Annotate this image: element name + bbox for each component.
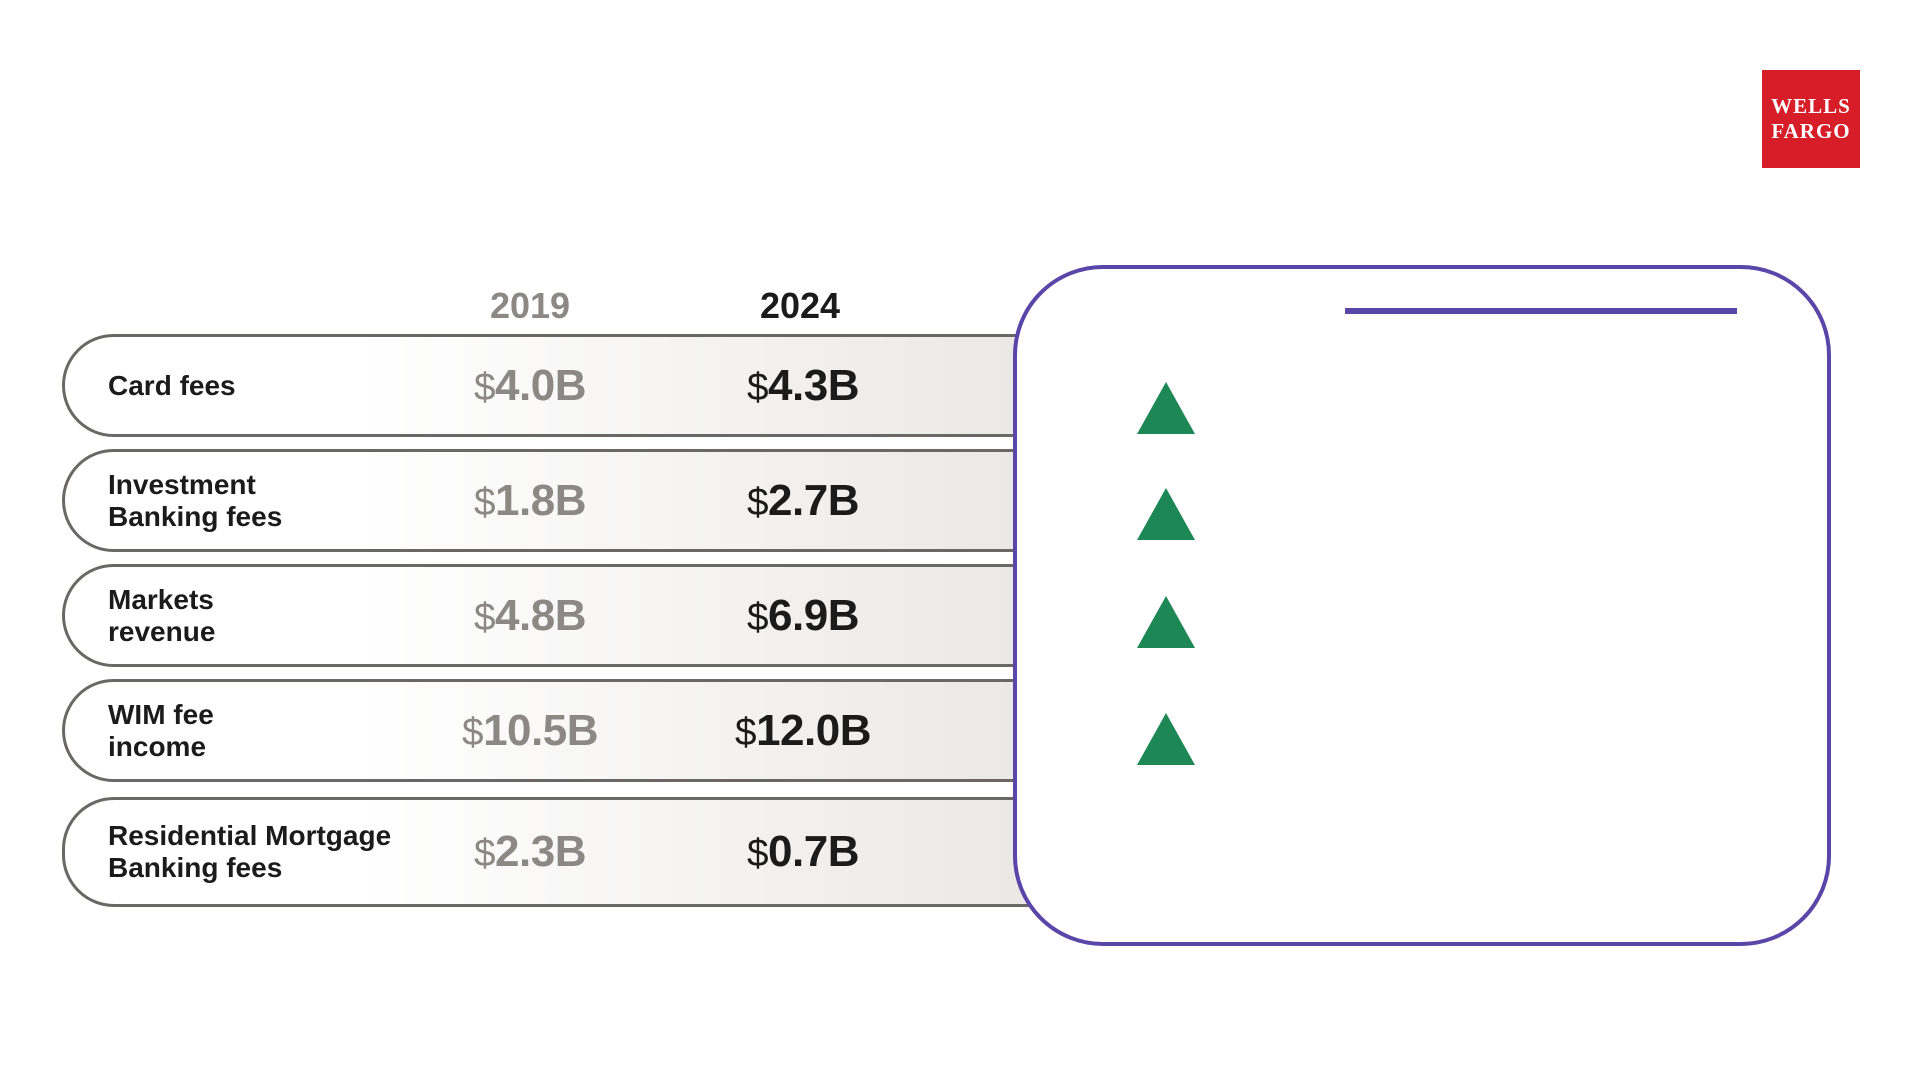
currency-symbol: $ <box>747 832 769 875</box>
currency-symbol: $ <box>735 710 757 754</box>
table-row: Markets revenue $4.8B $6.9B <box>62 564 1108 667</box>
row-label: Residential Mortgage Banking fees <box>108 820 392 883</box>
value-text: 12.0B <box>756 705 871 755</box>
row-label: Markets revenue <box>108 583 216 647</box>
callout-panel <box>1013 265 1831 946</box>
value-text: 2.7B <box>768 475 859 525</box>
row-value-2024: $12.0B <box>653 706 953 756</box>
row-value-2024: $6.9B <box>653 591 953 641</box>
table-row: Residential Mortgage Banking fees $2.3B … <box>62 797 1108 907</box>
value-text: 6.9B <box>768 590 859 640</box>
increase-triangle-icon <box>1137 713 1195 765</box>
value-text: 2.3B <box>495 827 586 876</box>
accent-underline <box>1345 308 1737 314</box>
table-row: Investment Banking fees $1.8B $2.7B <box>62 449 1108 552</box>
row-value-2024: $2.7B <box>653 476 953 526</box>
value-text: 1.8B <box>495 475 586 525</box>
currency-symbol: $ <box>462 710 484 754</box>
value-text: 0.7B <box>768 827 859 876</box>
row-value-2019: $2.3B <box>380 827 680 877</box>
row-value-2019: $4.8B <box>380 591 680 641</box>
table-row: Card fees $4.0B $4.3B <box>62 334 1108 437</box>
row-label: Card fees <box>108 369 236 401</box>
column-header-2024: 2024 <box>759 285 841 326</box>
increase-triangle-icon <box>1137 596 1195 648</box>
currency-symbol: $ <box>474 365 496 409</box>
increase-triangle-icon <box>1137 488 1195 540</box>
currency-symbol: $ <box>747 365 769 409</box>
currency-symbol: $ <box>474 480 496 524</box>
row-value-2019: $1.8B <box>380 476 680 526</box>
row-value-2024: $4.3B <box>653 361 953 411</box>
row-label: WIM fee income <box>108 698 214 762</box>
logo-line-2: FARGO <box>1771 119 1851 143</box>
value-text: 4.3B <box>768 360 859 410</box>
value-text: 4.8B <box>495 590 586 640</box>
logo-line-1: WELLS <box>1771 94 1851 118</box>
row-label: Investment Banking fees <box>108 468 283 532</box>
currency-symbol: $ <box>747 480 769 524</box>
currency-symbol: $ <box>474 832 496 875</box>
currency-symbol: $ <box>474 595 496 639</box>
increase-triangle-icon <box>1137 382 1195 434</box>
row-value-2019: $4.0B <box>380 361 680 411</box>
value-text: 10.5B <box>483 705 598 755</box>
row-value-2019: $10.5B <box>380 706 680 756</box>
value-text: 4.0B <box>495 360 586 410</box>
currency-symbol: $ <box>747 595 769 639</box>
row-value-2024: $0.7B <box>653 827 953 877</box>
column-header-2019: 2019 <box>489 285 571 326</box>
table-row: WIM fee income $10.5B $12.0B <box>62 679 1108 782</box>
wells-fargo-logo: WELLS FARGO <box>1762 70 1860 168</box>
